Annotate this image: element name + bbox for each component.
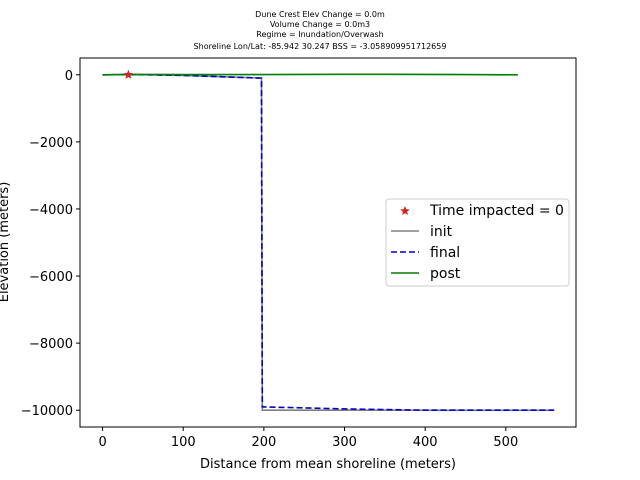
title-line-1: Dune Crest Elev Change = 0.0m <box>255 10 385 19</box>
axis-ticks: 0 100 200 300 400 500 0 −2000 −4000 −6000 −8000 −10… <box>21 69 518 450</box>
title-line-3: Regime = Inundation/Overwash <box>256 30 383 39</box>
x-axis-label: Distance from mean shoreline (meters) <box>200 457 456 472</box>
title-line-4: Shoreline Lon/Lat: -85.942 30.247 BSS = … <box>194 42 447 51</box>
y-tick-label: −6000 <box>29 270 73 285</box>
legend-label-post: post <box>430 266 461 282</box>
axes-frame <box>79 57 577 428</box>
legend-label-time-impacted: Time impacted = 0 <box>429 203 564 219</box>
legend-label-init: init <box>430 224 453 240</box>
x-tick-label: 500 <box>493 435 518 450</box>
y-tick-label: 0 <box>65 69 73 84</box>
series-post-line <box>102 73 518 76</box>
x-tick-label: 0 <box>98 435 106 450</box>
legend-star-icon <box>400 205 410 216</box>
legend-box <box>385 198 570 287</box>
x-tick-label: 200 <box>251 435 276 450</box>
x-tick-label: 300 <box>332 435 357 450</box>
title-line-2: Volume Change = 0.0m3 <box>270 20 370 29</box>
legend-symbols <box>391 205 419 274</box>
x-tick-label: 400 <box>413 435 438 450</box>
impact-star-marker <box>123 69 134 79</box>
x-tick-label: 100 <box>171 435 196 450</box>
chart-title: Dune Crest Elev Change = 0.0m Volume Cha… <box>194 10 447 51</box>
y-axis-label: Elevation (meters) <box>0 182 12 303</box>
plot-area <box>102 69 555 412</box>
legend: Time impacted = 0 init final post <box>385 198 570 287</box>
y-tick-label: −2000 <box>29 136 73 151</box>
y-tick-label: −4000 <box>29 203 73 218</box>
legend-label-final: final <box>430 245 460 261</box>
y-tick-label: −10000 <box>21 404 73 419</box>
y-tick-label: −8000 <box>29 337 73 352</box>
